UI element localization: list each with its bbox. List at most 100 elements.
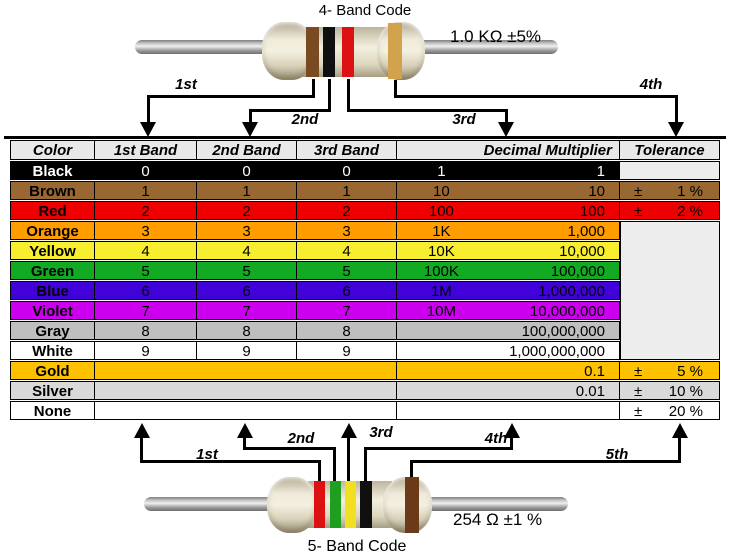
band-brown-icon xyxy=(405,477,419,533)
band1-digit: 6 xyxy=(95,281,197,300)
multiplier-cell: 100,000,000 xyxy=(397,321,620,340)
color-name: White xyxy=(10,341,95,360)
five-band-code-title: 5- Band Code xyxy=(307,538,407,555)
table-row-blue: Blue 6 6 6 1M 1,000,000 xyxy=(10,281,720,300)
band-green-icon xyxy=(330,481,341,528)
band-black-icon xyxy=(323,27,335,77)
tolerance-cell: ±5 % xyxy=(620,361,720,380)
tolerance-cell: ±1 % xyxy=(620,181,720,200)
arrowhead-up-icon xyxy=(672,423,688,438)
color-name: Gold xyxy=(10,361,95,380)
tolerance-cell: ±20 % xyxy=(620,401,720,420)
multiplier-cell: 1K 1,000 xyxy=(397,221,620,240)
table-top-rule xyxy=(4,136,726,139)
band3-digit: 4 xyxy=(297,241,397,260)
table-row-brown: Brown 1 1 1 10 10 ±1 % xyxy=(10,181,720,200)
band-gold-icon xyxy=(388,23,402,79)
tolerance-cell: ±10 % xyxy=(620,381,720,400)
band3-digit: 1 xyxy=(297,181,397,200)
resistor-left-cap xyxy=(267,477,317,533)
multiplier-cell: 1M 1,000,000 xyxy=(397,281,620,300)
table-row-violet: Violet 7 7 7 10M 10,000,000 xyxy=(10,301,720,320)
color-code-table: Color 1st Band 2nd Band 3rd Band Decimal… xyxy=(10,140,720,421)
color-name: Gray xyxy=(10,321,95,340)
arrow-label-5th-bottom: 5th xyxy=(605,446,629,463)
header-1st-band: 1st Band xyxy=(95,140,197,160)
band2-digit: 5 xyxy=(197,261,297,280)
top-resistor-value: 1.0 KΩ ±5% xyxy=(450,27,542,46)
color-name: Violet xyxy=(10,301,95,320)
tolerance-cell xyxy=(620,161,720,180)
multiplier-cell: 10 10 xyxy=(397,181,620,200)
table-header-row: Color 1st Band 2nd Band 3rd Band Decimal… xyxy=(10,140,720,160)
table-row-silver: Silver 0.01 ±10 % xyxy=(10,381,720,400)
band1-digit: 9 xyxy=(95,341,197,360)
band2-digit: 6 xyxy=(197,281,297,300)
arrow-label-1st-top: 1st xyxy=(175,76,197,93)
multiplier-cell: 10K 10,000 xyxy=(397,241,620,260)
band2-digit: 0 xyxy=(197,161,297,180)
band1-digit: 7 xyxy=(95,301,197,320)
table-row-orange: Orange 3 3 3 1K 1,000 xyxy=(10,221,720,240)
arrowhead-up-icon xyxy=(504,423,520,438)
arrowhead-up-icon xyxy=(237,423,253,438)
band3-digit: 0 xyxy=(297,161,397,180)
header-decimal-multiplier: Decimal Multiplier xyxy=(397,140,620,160)
band3-digit: 3 xyxy=(297,221,397,240)
arrow-label-2nd-top: 2nd xyxy=(291,111,319,128)
arrowhead-down-icon xyxy=(498,122,514,137)
header-color: Color xyxy=(10,140,95,160)
multiplier-cell: 10M 10,000,000 xyxy=(397,301,620,320)
band3-digit: 7 xyxy=(297,301,397,320)
arrow-label-1st-bottom: 1st xyxy=(196,446,218,463)
merged-band-cell xyxy=(95,381,397,400)
color-name: Yellow xyxy=(10,241,95,260)
multiplier-cell: 100K 100,000 xyxy=(397,261,620,280)
header-3rd-band: 3rd Band xyxy=(297,140,397,160)
merged-band-cell xyxy=(95,401,397,420)
band2-digit: 1 xyxy=(197,181,297,200)
color-name: Silver xyxy=(10,381,95,400)
arrow-label-3rd-bottom: 3rd xyxy=(369,424,393,441)
band3-digit: 8 xyxy=(297,321,397,340)
color-name: None xyxy=(10,401,95,420)
color-name: Orange xyxy=(10,221,95,240)
band-brown-icon xyxy=(306,27,319,77)
color-name: Green xyxy=(10,261,95,280)
arrowhead-down-icon xyxy=(140,122,156,137)
arrow-label-4th-bottom: 4th xyxy=(484,430,508,447)
band2-digit: 8 xyxy=(197,321,297,340)
color-name: Brown xyxy=(10,181,95,200)
table-row-gray: Gray 8 8 8 100,000,000 xyxy=(10,321,720,340)
band2-digit: 4 xyxy=(197,241,297,260)
multiplier-cell: 0.01 xyxy=(397,381,620,400)
tolerance-empty-block xyxy=(620,221,720,360)
arrowhead-up-icon xyxy=(134,423,150,438)
band2-digit: 7 xyxy=(197,301,297,320)
band1-digit: 1 xyxy=(95,181,197,200)
arrow-label-4th-top: 4th xyxy=(639,76,663,93)
band1-digit: 3 xyxy=(95,221,197,240)
merged-band-cell xyxy=(95,361,397,380)
band3-digit: 5 xyxy=(297,261,397,280)
table-row-none: None ±20 % xyxy=(10,401,720,420)
header-tolerance: Tolerance xyxy=(620,140,720,160)
table-row-red: Red 2 2 2 100 100 ±2 % xyxy=(10,201,720,220)
band2-digit: 3 xyxy=(197,221,297,240)
band-black-icon xyxy=(360,481,372,528)
band3-digit: 6 xyxy=(297,281,397,300)
arrowhead-up-icon xyxy=(341,423,357,438)
table-row-green: Green 5 5 5 100K 100,000 xyxy=(10,261,720,280)
arrowhead-down-icon xyxy=(668,122,684,137)
multiplier-cell: 1,000,000,000 xyxy=(397,341,620,360)
bottom-resistor-value: 254 Ω ±1 % xyxy=(453,510,543,529)
multiplier-cell: 100 100 xyxy=(397,201,620,220)
band3-digit: 9 xyxy=(297,341,397,360)
arrow-label-2nd-bottom: 2nd xyxy=(287,430,315,447)
band2-digit: 2 xyxy=(197,201,297,220)
band-red-icon xyxy=(314,481,325,528)
band1-digit: 5 xyxy=(95,261,197,280)
